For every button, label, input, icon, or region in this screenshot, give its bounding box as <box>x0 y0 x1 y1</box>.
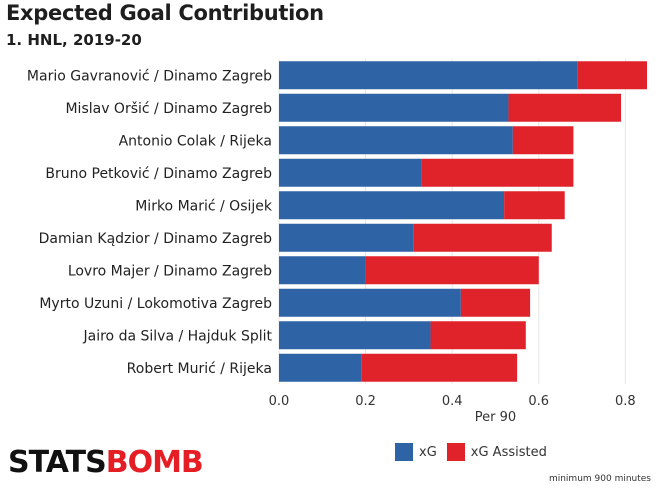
bar-xg-assisted-7 <box>460 288 531 317</box>
logo-text-stats: STATS <box>8 445 107 480</box>
x-axis-label: Per 90 <box>475 410 516 425</box>
bar-xg-assisted-8 <box>430 321 526 350</box>
bar-xg-6 <box>279 256 366 285</box>
bar-xg-9 <box>279 353 362 382</box>
statsbomb-logo: STATSBOMB <box>8 445 204 480</box>
bar-xg-8 <box>279 321 431 350</box>
category-label-0: Mario Gavranović / Dinamo Zagreb <box>27 68 272 84</box>
bar-xg-0 <box>279 61 578 90</box>
x-tick-label-1: 0.2 <box>355 394 376 409</box>
legend-item-xg: xG <box>395 443 437 461</box>
category-label-9: Robert Murić / Rijeka <box>127 361 272 377</box>
x-tick-label-0: 0.0 <box>269 394 290 409</box>
bar-xg-3 <box>279 158 422 187</box>
category-label-1: Mislav Oršić / Dinamo Zagreb <box>65 101 272 117</box>
category-label-5: Damian Kądzior / Dinamo Zagreb <box>39 231 273 247</box>
chart-subtitle: 1. HNL, 2019-20 <box>6 31 142 49</box>
chart-legend: xG xG Assisted <box>395 443 557 461</box>
x-tick-label-3: 0.6 <box>528 394 549 409</box>
legend-label-xg: xG <box>419 444 437 460</box>
category-label-3: Bruno Petković / Dinamo Zagreb <box>45 166 272 182</box>
bar-xg-assisted-2 <box>512 126 574 155</box>
bar-xg-assisted-6 <box>365 256 539 285</box>
category-label-4: Mirko Marić / Osijek <box>135 198 273 214</box>
bar-xg-7 <box>279 288 461 317</box>
x-tick-label-2: 0.4 <box>442 394 463 409</box>
category-label-6: Lovro Majer / Dinamo Zagreb <box>68 263 272 279</box>
legend-swatch-xg <box>395 443 413 461</box>
bar-xg-assisted-9 <box>361 353 518 382</box>
x-tick-label-4: 0.8 <box>615 394 636 409</box>
bar-xg-1 <box>279 93 509 122</box>
legend-swatch-xg-assisted <box>446 443 465 461</box>
chart-title: Expected Goal Contribution <box>6 1 324 25</box>
category-label-7: Myrto Uzuni / Lokomotiva Zagreb <box>39 296 272 312</box>
legend-item-xg-assisted: xG Assisted <box>446 443 547 461</box>
stacked-bar-chart: Mario Gavranović / Dinamo Zagreb Mislav O… <box>27 59 647 425</box>
bar-xg-assisted-1 <box>508 93 622 122</box>
bar-xg-assisted-0 <box>577 61 647 90</box>
bar-xg-assisted-4 <box>504 191 565 220</box>
logo-text-bomb: BOMB <box>105 445 204 480</box>
minimum-minutes-note: minimum 900 minutes <box>548 474 651 484</box>
category-label-8: Jairo da Silva / Hajduk Split <box>83 328 273 344</box>
bar-xg-5 <box>279 223 414 252</box>
bar-xg-2 <box>279 126 513 155</box>
category-label-2: Antonio Colak / Rijeka <box>119 133 272 149</box>
bar-xg-assisted-5 <box>413 223 552 252</box>
legend-label-xg-assisted: xG Assisted <box>470 444 547 460</box>
bar-xg-4 <box>279 191 505 220</box>
bar-xg-assisted-3 <box>421 158 574 187</box>
